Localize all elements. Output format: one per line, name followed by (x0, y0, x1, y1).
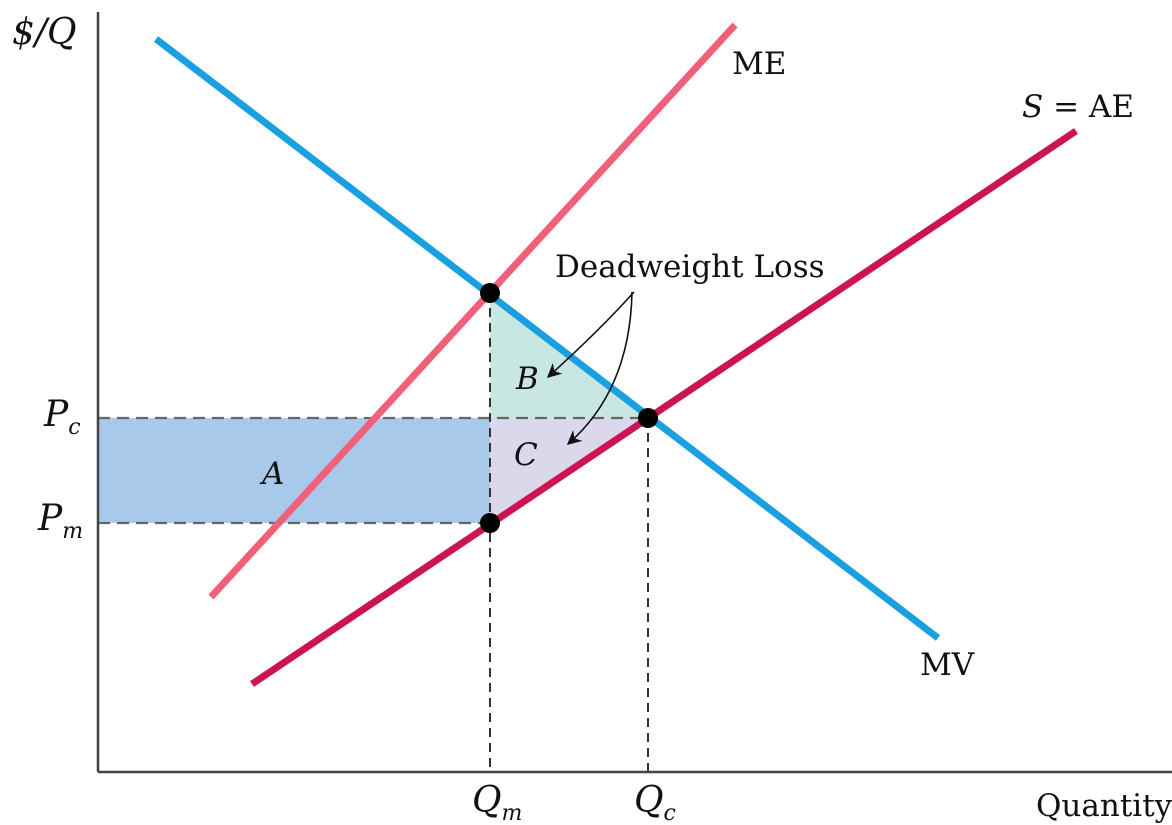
supply-label-s: S (1022, 89, 1043, 125)
area-b-label: B (515, 361, 539, 397)
pm-label-sub: m (62, 519, 83, 544)
axes (96, 12, 1172, 774)
point-monopsony-price (480, 513, 500, 533)
pm-label: Pm (37, 498, 83, 544)
area-a-label: A (259, 456, 284, 492)
mv-label: MV (920, 647, 975, 683)
me-label: ME (732, 46, 786, 82)
supply-ae-curve (250, 128, 1078, 687)
qm-label-sub: m (502, 801, 523, 825)
qm-label-base: Q (472, 780, 502, 821)
arrow-to-b (546, 291, 635, 378)
deadweight-arrows (546, 291, 635, 445)
pc-label-sub: c (68, 415, 80, 440)
qc-label: Qc (634, 780, 676, 825)
supply-ae-label: S = AE (1022, 89, 1134, 125)
qc-label-base: Q (634, 780, 664, 821)
mv-curve (153, 36, 941, 641)
pm-label-base: P (37, 498, 63, 539)
x-axis-label: Quantity (1036, 788, 1172, 824)
qm-label: Qm (472, 780, 522, 825)
vertical-guide-lines (489, 293, 649, 772)
y-axis-label: $/Q (12, 12, 77, 53)
pc-label: Pc (43, 394, 81, 440)
supply-label-rest: = AE (1043, 89, 1134, 125)
qc-label-sub: c (664, 801, 676, 825)
point-me-mv (480, 283, 500, 303)
arrow-to-c (566, 291, 633, 445)
deadweight-loss-label: Deadweight Loss (555, 249, 825, 285)
pc-label-base: P (43, 394, 69, 435)
area-a-rect (98, 418, 490, 523)
area-c-label: C (514, 437, 538, 473)
point-competitive-equilibrium (638, 408, 658, 428)
me-curve (208, 22, 738, 600)
